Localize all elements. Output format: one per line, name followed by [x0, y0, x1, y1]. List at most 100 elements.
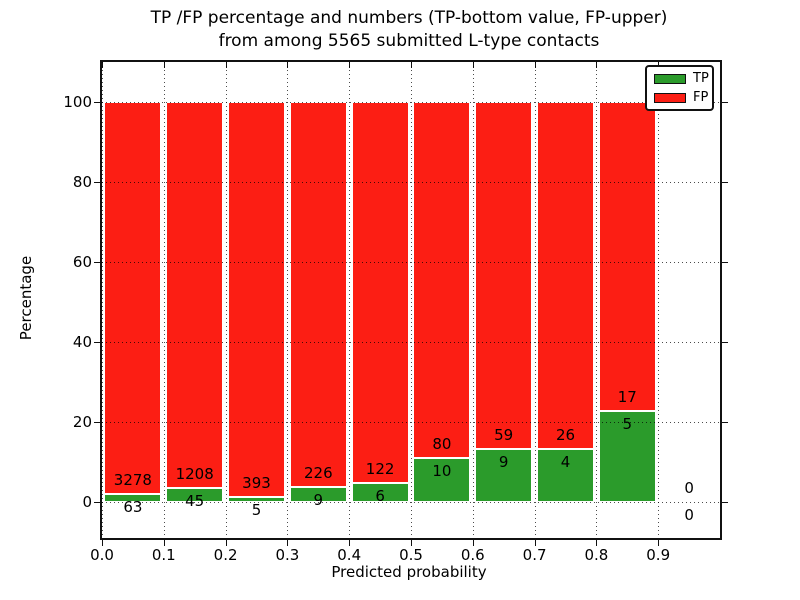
- v-gridline: [287, 62, 289, 538]
- chart-title-line1: TP /FP percentage and numbers (TP-bottom…: [150, 8, 668, 28]
- y-tick-label: 0: [82, 493, 92, 511]
- bar-fp-segment: [598, 102, 656, 412]
- chart-title-line2: from among 5565 submitted L-type contact…: [218, 31, 600, 51]
- y-axis-tick-right: [722, 502, 728, 503]
- bar-tp-segment: [166, 487, 224, 502]
- x-axis-tick: [287, 540, 289, 546]
- tp-count-label: 10: [432, 461, 452, 480]
- v-gridline: [225, 62, 227, 538]
- x-tick-label: 0.5: [399, 546, 423, 564]
- x-axis-tick: [102, 540, 103, 546]
- y-axis-tick-right: [722, 182, 728, 183]
- chart-title: TP /FP percentage and numbers (TP-bottom…: [100, 7, 718, 53]
- tp-count-label: 5: [622, 415, 633, 434]
- v-gridline: [163, 62, 165, 538]
- tp-count-label: 5: [251, 500, 262, 519]
- bar-fp-segment: [104, 102, 162, 495]
- bar-fp-segment: [166, 102, 224, 488]
- bar-fp-segment: [228, 102, 285, 497]
- x-tick-label: 0.7: [522, 546, 547, 564]
- x-axis-tick: [163, 540, 165, 546]
- v-gridline: [658, 62, 660, 538]
- x-axis-tick: [534, 540, 536, 546]
- fp-count-label: 0: [684, 479, 694, 497]
- plot-area: 3278 63 1208 45 393 5 226 9 122 6 80 10 59 9 26 4 17 5 0 0 0…: [63, 60, 728, 564]
- bar-fp-segment: [351, 102, 409, 484]
- fp-count-label: 26: [555, 425, 576, 444]
- fp-count-label: 3278: [113, 471, 152, 490]
- bar-fp-segment: [537, 102, 594, 449]
- x-tick-label: 0.8: [584, 546, 609, 564]
- bar-tp-segment: [598, 411, 656, 502]
- fp-count-label: 226: [303, 463, 333, 482]
- x-axis-tick: [349, 540, 351, 546]
- tp-count-label: 6: [375, 487, 385, 506]
- fp-count-label: 122: [365, 460, 395, 479]
- tp-count-label: 0: [684, 506, 694, 524]
- fp-count-label: 59: [494, 426, 514, 445]
- fp-count-label: 1208: [175, 464, 214, 483]
- tp-count-label: 9: [498, 453, 509, 472]
- y-axis-tick: [94, 102, 100, 103]
- v-gridline: [596, 62, 598, 538]
- x-tick-label: 0.4: [337, 546, 362, 564]
- y-axis-tick: [94, 422, 100, 423]
- y-tick-label: 60: [72, 253, 92, 271]
- y-tick-label: 80: [72, 173, 92, 191]
- bar-fp-segment: [475, 102, 533, 450]
- x-axis-tick: [225, 540, 227, 546]
- fp-legend-swatch: [654, 92, 686, 103]
- x-tick-label: 0.9: [646, 546, 671, 564]
- v-gridline: [534, 62, 536, 538]
- y-axis-tick: [94, 182, 100, 183]
- v-gridline: [349, 62, 351, 538]
- legend-item-fp: FP: [654, 91, 712, 104]
- y-axis-tick: [94, 342, 100, 343]
- tp-count-label: 4: [560, 452, 571, 471]
- fp-count-label: 17: [617, 388, 637, 407]
- legend: TP FP: [645, 65, 714, 111]
- x-axis-label: Predicted probability: [331, 563, 487, 581]
- x-tick-label: 0.0: [90, 546, 114, 564]
- y-axis-tick-right: [722, 422, 728, 423]
- v-gridline: [472, 62, 474, 538]
- x-tick-label: 0.2: [213, 546, 238, 564]
- legend-item-tp: TP: [654, 72, 712, 85]
- y-tick-label: 100: [63, 93, 92, 111]
- y-axis-tick-right: [722, 262, 728, 263]
- bar-tp-segment: [537, 448, 594, 502]
- y-axis-tick: [94, 502, 100, 503]
- y-tick-label: 20: [72, 413, 92, 431]
- fp-count-label: 393: [242, 473, 271, 492]
- tp-legend-swatch: [654, 73, 686, 84]
- y-tick-label: 40: [72, 333, 92, 351]
- x-axis-tick: [658, 540, 660, 546]
- bar-tp-segment: [104, 494, 162, 502]
- x-tick-label: 0.6: [460, 546, 485, 564]
- y-axis-tick-right: [722, 342, 728, 343]
- v-gridline: [411, 62, 412, 538]
- bar-tp-segment: [351, 483, 409, 502]
- x-tick-label: 0.1: [151, 546, 176, 564]
- x-axis-tick: [472, 540, 474, 546]
- bar-tp-segment: [289, 486, 347, 502]
- bar-tp-segment: [413, 457, 471, 502]
- tp-count-label: 63: [123, 498, 143, 517]
- tp-count-label: 45: [185, 491, 205, 510]
- x-axis-tick: [596, 540, 598, 546]
- fp-legend-label: FP: [693, 90, 709, 105]
- x-axis-tick: [411, 540, 412, 546]
- y-axis-tick: [94, 262, 100, 263]
- bar-fp-segment: [413, 102, 471, 458]
- v-gridline: [102, 62, 103, 538]
- y-axis-label: Percentage: [17, 255, 35, 341]
- bar-tp-segment: [475, 449, 533, 502]
- tp-legend-label: TP: [693, 71, 709, 86]
- tp-count-label: 9: [313, 490, 324, 509]
- bar-tp-segment: [228, 496, 285, 502]
- y-axis-tick-right: [722, 102, 728, 103]
- bar-fp-segment: [289, 102, 347, 487]
- fp-count-label: 80: [432, 434, 452, 453]
- x-tick-label: 0.3: [275, 546, 300, 564]
